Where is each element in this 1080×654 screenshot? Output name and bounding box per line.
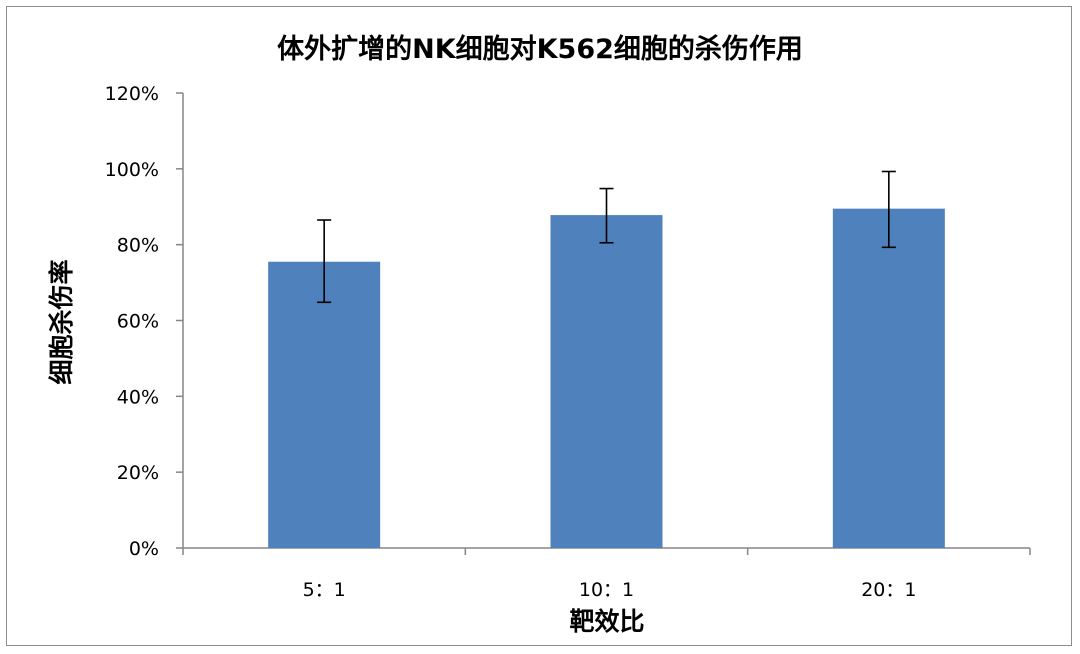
- y-axis-label: 细胞杀伤率: [47, 259, 76, 384]
- y-tick-label: 60%: [117, 311, 159, 333]
- x-tick-label: 5：1: [303, 579, 346, 601]
- y-tick-label: 100%: [105, 159, 159, 181]
- chart-title: 体外扩增的NK细胞对K562细胞的杀伤作用: [277, 33, 803, 65]
- bar: [268, 261, 381, 548]
- x-tick-label: 20：1: [861, 579, 916, 601]
- y-tick-label: 20%: [117, 462, 159, 484]
- bar: [550, 215, 663, 548]
- y-tick-label: 40%: [117, 386, 159, 408]
- x-tick-label: 10：1: [579, 579, 634, 601]
- y-tick-label: 80%: [117, 235, 159, 257]
- y-tick-label: 120%: [105, 83, 159, 105]
- x-axis-label: 靶效比: [569, 607, 644, 636]
- y-tick-label: 0%: [129, 538, 159, 560]
- bar: [832, 208, 945, 549]
- plot-area: 0% 20% 40% 60% 80% 100% 120% 5：1 10：1 20：1: [105, 83, 1031, 601]
